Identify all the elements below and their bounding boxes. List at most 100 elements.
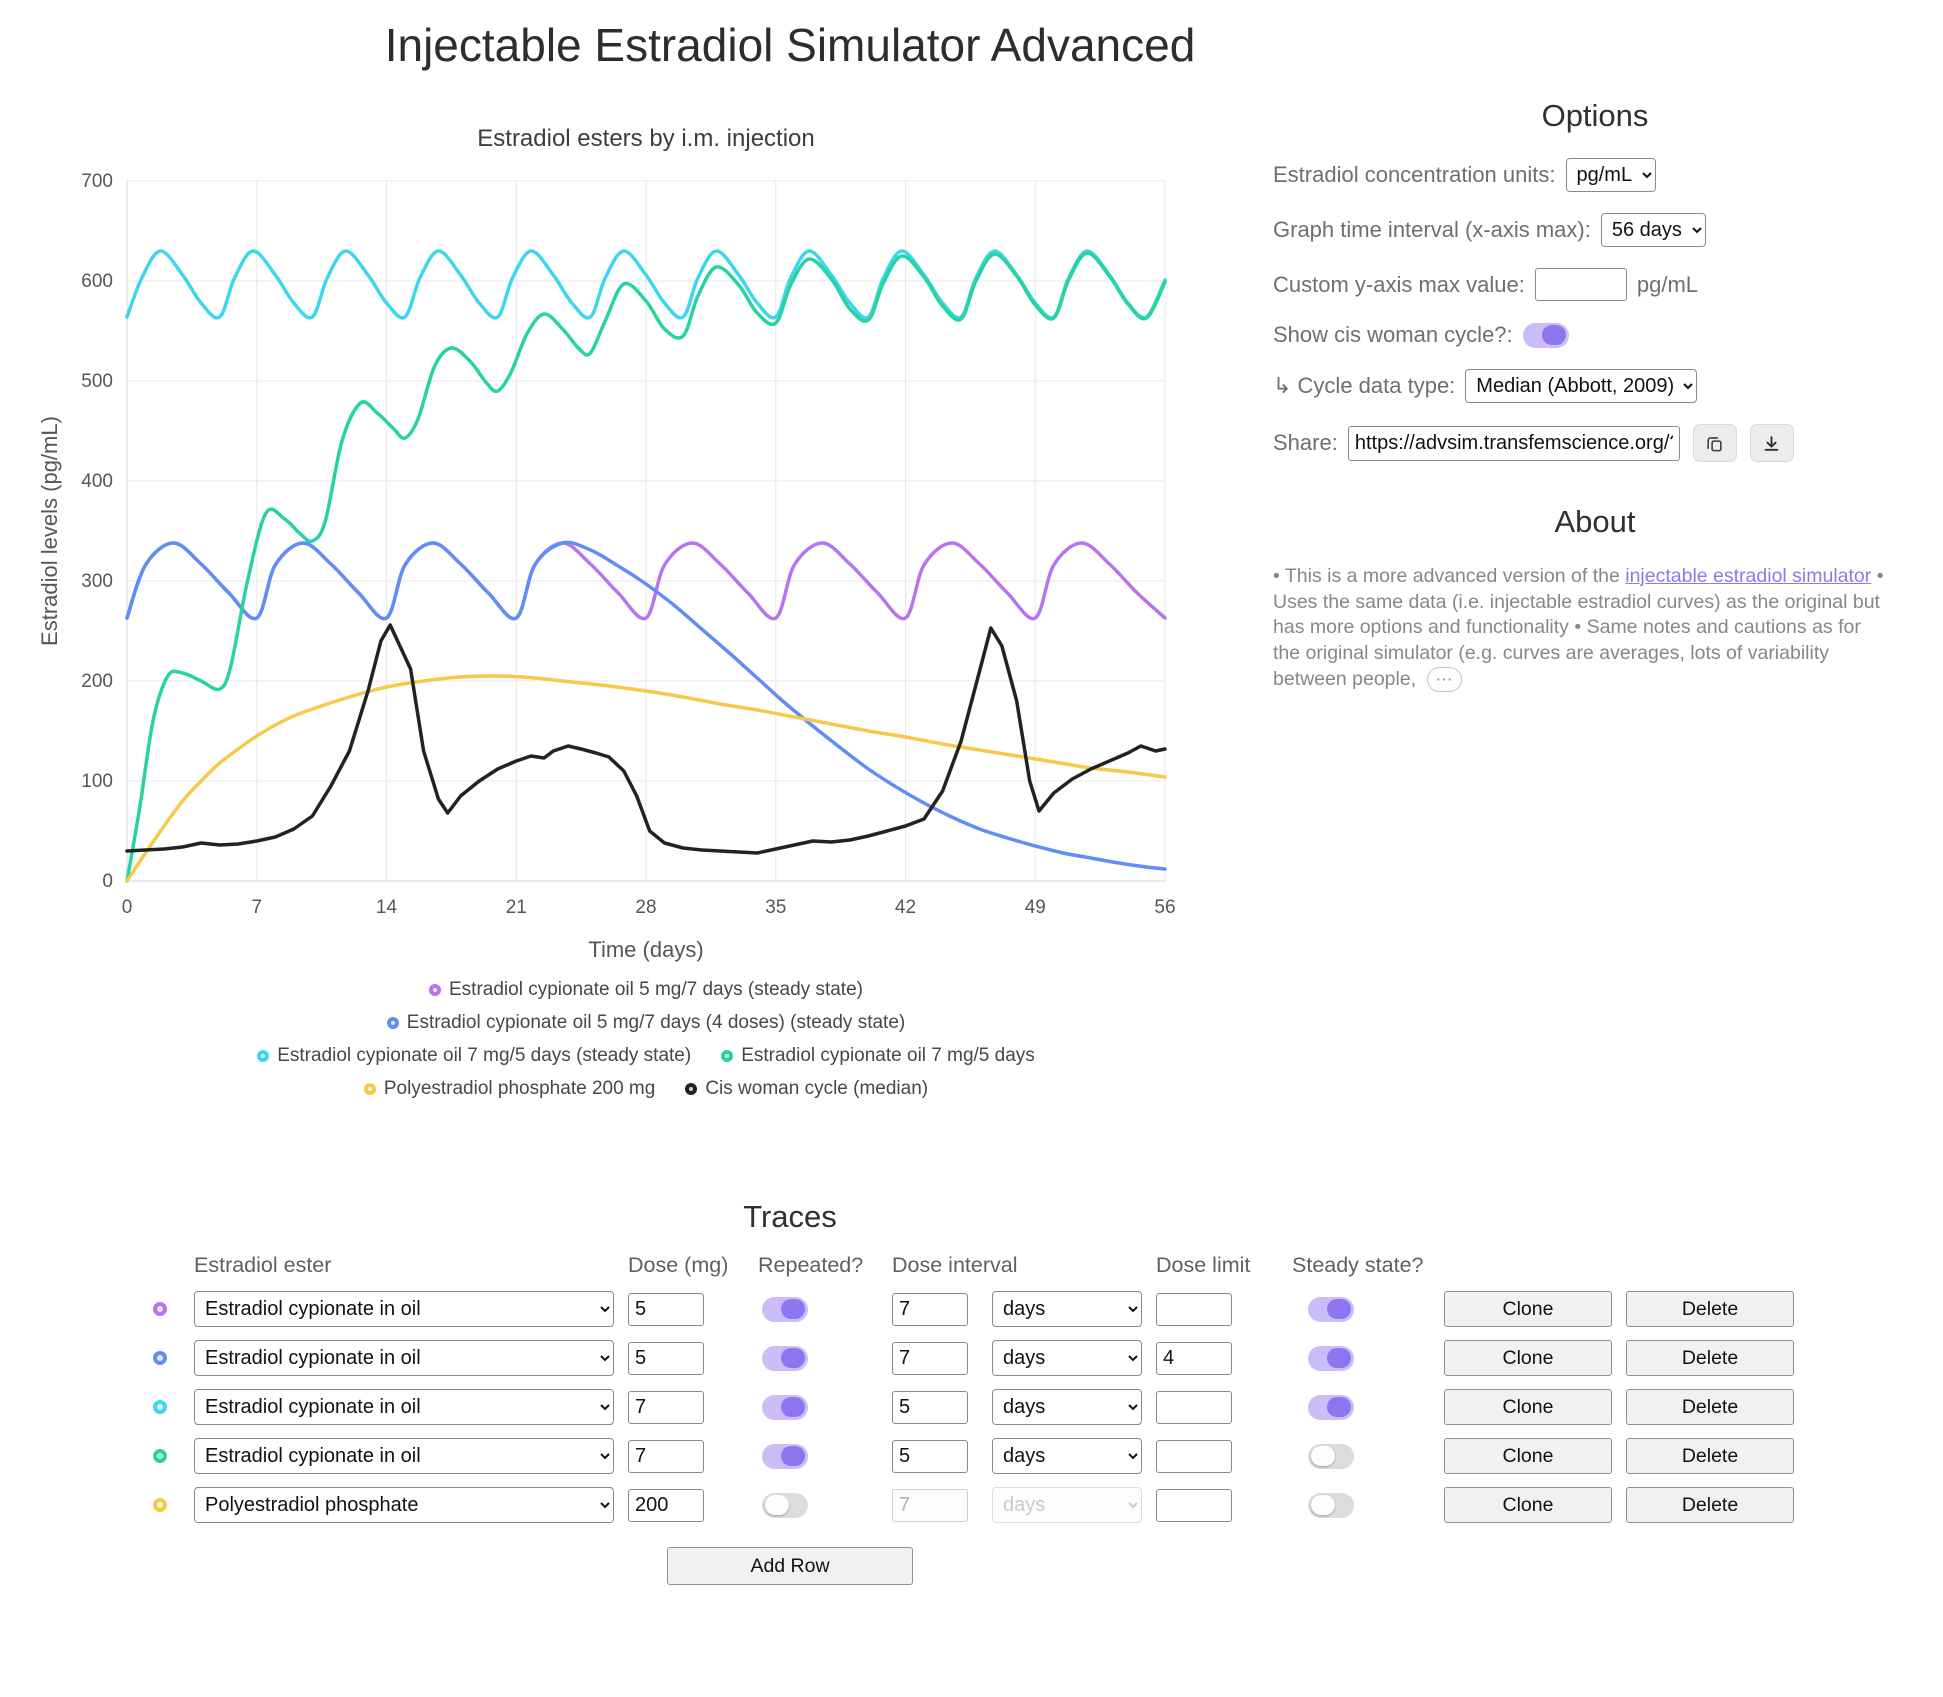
x-tick-labels: 0 7 14 21 28 35 42 49 56 — [122, 897, 1176, 918]
dose-input[interactable] — [628, 1390, 704, 1424]
interval-unit-select[interactable]: days — [992, 1291, 1142, 1327]
time-interval-select[interactable]: 56 days — [1600, 213, 1706, 247]
dose-limit-input[interactable] — [1156, 1439, 1232, 1473]
legend-item[interactable]: Cis woman cycle (median) — [685, 1078, 928, 1100]
y-tick-labels: 0 100 200 300 400 500 600 700 — [81, 171, 113, 892]
col-header-steady: Steady state? — [1292, 1253, 1424, 1277]
repeated-cell — [730, 1492, 878, 1518]
legend-item[interactable]: Estradiol cypionate oil 7 mg/5 days — [721, 1045, 1035, 1067]
delete-button[interactable]: Delete — [1626, 1389, 1794, 1425]
interval-input[interactable] — [892, 1341, 968, 1375]
interval-input[interactable] — [892, 1292, 968, 1326]
dose-limit-input[interactable] — [1156, 1292, 1232, 1326]
steady-cell — [1262, 1394, 1430, 1420]
dose-limit-input[interactable] — [1156, 1341, 1232, 1375]
legend-item[interactable]: Estradiol cypionate oil 5 mg/7 days (ste… — [429, 979, 863, 1001]
repeated-cell — [730, 1345, 878, 1371]
repeated-toggle[interactable] — [762, 1443, 808, 1469]
toggle-knob — [781, 1348, 805, 1368]
steady-state-toggle[interactable] — [1308, 1443, 1354, 1469]
share-label: Share: — [1273, 430, 1338, 455]
page-title: Injectable Estradiol Simulator Advanced — [384, 19, 1196, 71]
ymax-label: Custom y-axis max value: — [1273, 271, 1525, 297]
clone-button[interactable]: Clone — [1444, 1340, 1612, 1376]
show-cycle-toggle[interactable] — [1522, 322, 1569, 348]
ester-select[interactable]: Estradiol cypionate in oil — [194, 1438, 614, 1474]
time-interval-label: Graph time interval (x-axis max): — [1273, 217, 1591, 242]
download-button[interactable] — [1749, 424, 1794, 462]
clone-button[interactable]: Clone — [1444, 1389, 1612, 1425]
interval-input[interactable] — [892, 1439, 968, 1473]
dose-limit-input[interactable] — [1156, 1390, 1232, 1424]
dose-input[interactable] — [628, 1292, 704, 1326]
delete-button[interactable]: Delete — [1626, 1438, 1794, 1474]
ester-select[interactable]: Estradiol cypionate in oil — [194, 1291, 614, 1327]
interval-input[interactable] — [892, 1390, 968, 1424]
legend-marker — [429, 984, 441, 996]
interval-unit-select[interactable]: days — [992, 1438, 1142, 1474]
interval-input[interactable] — [892, 1488, 968, 1522]
copy-link-button[interactable] — [1692, 424, 1737, 462]
steady-state-toggle[interactable] — [1308, 1296, 1354, 1322]
delete-button[interactable]: Delete — [1626, 1340, 1794, 1376]
copy-icon — [1707, 436, 1722, 451]
repeated-toggle[interactable] — [762, 1296, 808, 1322]
legend-label: Estradiol cypionate oil 7 mg/5 days — [741, 1045, 1035, 1066]
toggle-knob — [1311, 1495, 1335, 1515]
toggle-knob — [781, 1397, 805, 1417]
ester-select[interactable]: Polyestradiol phosphate — [194, 1487, 614, 1523]
ester-select[interactable]: Estradiol cypionate in oil — [194, 1389, 614, 1425]
repeated-toggle[interactable] — [762, 1394, 808, 1420]
trace-color-marker — [153, 1498, 167, 1512]
interval-unit-select[interactable]: days — [992, 1389, 1142, 1425]
clone-button[interactable]: Clone — [1444, 1291, 1612, 1327]
col-header-limit: Dose limit — [1156, 1253, 1251, 1277]
units-select[interactable]: pg/mL — [1565, 158, 1656, 192]
interval-unit-select[interactable]: days — [992, 1340, 1142, 1376]
col-header-repeated: Repeated? — [758, 1253, 864, 1277]
legend-item[interactable]: Polyestradiol phosphate 200 mg — [363, 1078, 655, 1100]
show-cycle-row: Show cis woman cycle?: — [1273, 322, 1917, 348]
estradiol-chart[interactable]: Estradiol esters by i.m. injection 0 100 20… — [30, 86, 1180, 971]
repeated-toggle[interactable] — [762, 1492, 808, 1518]
svg-text:21: 21 — [506, 897, 527, 918]
delete-button[interactable]: Delete — [1626, 1487, 1794, 1523]
dose-input[interactable] — [628, 1488, 704, 1522]
time-interval-row: Graph time interval (x-axis max): 56 day… — [1273, 213, 1917, 247]
dose-input[interactable] — [628, 1439, 704, 1473]
svg-text:500: 500 — [81, 371, 113, 392]
legend-item[interactable]: Estradiol cypionate oil 5 mg/7 days (4 d… — [386, 1012, 905, 1034]
table-row-marker-cell — [140, 1351, 180, 1365]
interval-unit-select[interactable]: days — [992, 1487, 1142, 1523]
svg-text:400: 400 — [81, 471, 113, 492]
about-body: • Uses the same data (i.e. injectable es… — [1273, 565, 1884, 690]
repeated-toggle[interactable] — [762, 1345, 808, 1371]
legend-marker — [257, 1050, 270, 1062]
dose-input[interactable] — [628, 1341, 704, 1375]
legend-item[interactable]: Estradiol cypionate oil 7 mg/5 days (ste… — [257, 1045, 691, 1067]
clone-button[interactable]: Clone — [1444, 1487, 1612, 1523]
repeated-cell — [730, 1443, 878, 1469]
clone-button[interactable]: Clone — [1444, 1438, 1612, 1474]
table-row-marker-cell — [140, 1302, 180, 1316]
original-simulator-link[interactable]: injectable estradiol simulator — [1625, 565, 1872, 587]
delete-button[interactable]: Delete — [1626, 1291, 1794, 1327]
cycle-type-select[interactable]: Median (Abbott, 2009) — [1465, 369, 1698, 403]
legend-row: Estradiol cypionate oil 7 mg/5 days (ste… — [156, 1045, 1136, 1067]
svg-text:600: 600 — [81, 271, 113, 292]
steady-state-toggle[interactable] — [1308, 1394, 1354, 1420]
steady-state-toggle[interactable] — [1308, 1492, 1354, 1518]
ester-select[interactable]: Estradiol cypionate in oil — [194, 1340, 614, 1376]
series-estradiol-cypionate-oil-5-mg-7-days-4-doses-steady-state- — [125, 540, 1167, 871]
ymax-input[interactable] — [1534, 268, 1627, 301]
series-polyestradiol-phosphate-200-mg — [125, 674, 1167, 883]
dose-limit-input[interactable] — [1156, 1488, 1232, 1522]
add-row-button[interactable]: Add Row — [667, 1547, 913, 1585]
expand-about-button[interactable]: ⋯ — [1426, 667, 1462, 693]
show-cycle-label: Show cis woman cycle?: — [1273, 322, 1513, 347]
steady-state-toggle[interactable] — [1308, 1345, 1354, 1371]
share-url-input[interactable] — [1347, 425, 1680, 461]
legend-label: Estradiol cypionate oil 5 mg/7 days (ste… — [449, 979, 863, 1000]
y-axis-title: Estradiol levels (pg/mL) — [37, 416, 62, 646]
svg-text:35: 35 — [765, 897, 786, 918]
